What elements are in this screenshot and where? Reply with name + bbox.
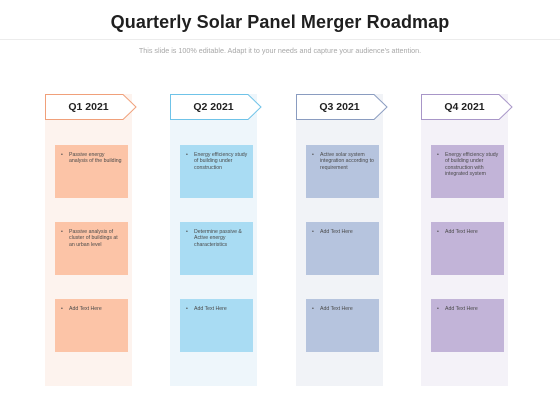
milestone-card: • Add Text Here <box>55 299 128 352</box>
milestone-item: • Add Text Here <box>61 306 123 312</box>
milestone-text: Passive energy analysis of the building <box>69 152 122 165</box>
milestone-card: • Passive energy analysis of the buildin… <box>55 145 128 198</box>
quarter-header-q1: Q1 2021 <box>45 94 137 120</box>
bullet-icon: • <box>312 229 314 235</box>
title-divider <box>0 39 560 40</box>
milestone-card: • Add Text Here <box>306 222 379 275</box>
quarter-column-q4: Q4 2021 • Energy efficiency study of bui… <box>421 94 513 386</box>
milestone-card: • Add Text Here <box>431 299 504 352</box>
milestone-text: Energy efficiency study of building unde… <box>445 152 499 177</box>
milestone-item: • Energy efficiency study of building un… <box>437 152 499 177</box>
milestone-item: • Add Text Here <box>437 306 499 312</box>
milestone-text: Determine passive & Active energy charac… <box>194 229 242 248</box>
milestone-item: • Add Text Here <box>437 229 499 235</box>
bullet-icon: • <box>437 306 439 312</box>
slide-title: Quarterly Solar Panel Merger Roadmap <box>110 12 450 32</box>
bullet-icon: • <box>61 229 63 235</box>
quarter-header-q3: Q3 2021 <box>296 94 388 120</box>
milestone-card: • Active solar system integration accord… <box>306 145 379 198</box>
arrow-banner-shape <box>45 94 137 120</box>
quarter-label: Q1 2021 <box>68 101 109 113</box>
milestone-item: • Add Text Here <box>312 306 374 312</box>
milestone-item: • Determine passive & Active energy char… <box>186 229 248 248</box>
quarter-column-q2: Q2 2021 • Energy efficiency study of bui… <box>170 94 262 386</box>
milestone-card: • Energy efficiency study of building un… <box>431 145 504 198</box>
bullet-icon: • <box>61 306 63 312</box>
milestone-item: • Passive energy analysis of the buildin… <box>61 152 123 165</box>
milestone-item: • Add Text Here <box>312 229 374 235</box>
quarter-label: Q4 2021 <box>444 101 485 113</box>
milestone-card: • Add Text Here <box>431 222 504 275</box>
bullet-icon: • <box>312 152 314 158</box>
bullet-icon: • <box>437 152 439 158</box>
quarter-header-q4: Q4 2021 <box>421 94 513 120</box>
milestone-text: Passive analysis of cluster of buildings… <box>69 229 118 248</box>
milestone-card: • Add Text Here <box>306 299 379 352</box>
bullet-icon: • <box>437 229 439 235</box>
bullet-icon: • <box>61 152 63 158</box>
milestone-item: • Passive analysis of cluster of buildin… <box>61 229 123 248</box>
milestone-card: • Determine passive & Active energy char… <box>180 222 253 275</box>
bullet-icon: • <box>186 306 188 312</box>
arrow-banner-shape <box>296 94 388 120</box>
quarter-column-q1: Q1 2021 • Passive energy analysis of the… <box>45 94 137 386</box>
milestone-item: • Energy efficiency study of building un… <box>186 152 248 171</box>
milestone-card: • Passive analysis of cluster of buildin… <box>55 222 128 275</box>
milestone-text: Add Text Here <box>320 306 353 312</box>
milestone-text: Active solar system integration accordin… <box>320 152 374 171</box>
slide-subtitle: This slide is 100% editable. Adapt it to… <box>138 46 422 55</box>
milestone-item: • Add Text Here <box>186 306 248 312</box>
bullet-icon: • <box>186 229 188 235</box>
milestone-text: Add Text Here <box>445 306 478 312</box>
quarter-label: Q2 2021 <box>193 101 234 113</box>
milestone-item: • Active solar system integration accord… <box>312 152 374 171</box>
milestone-card: • Add Text Here <box>180 299 253 352</box>
arrow-banner-shape <box>170 94 262 120</box>
milestone-text: Add Text Here <box>445 229 478 235</box>
bullet-icon: • <box>186 152 188 158</box>
arrow-banner-shape <box>421 94 513 120</box>
quarter-header-q2: Q2 2021 <box>170 94 262 120</box>
milestone-text: Add Text Here <box>320 229 353 235</box>
milestone-text: Add Text Here <box>194 306 227 312</box>
bullet-icon: • <box>312 306 314 312</box>
milestone-card: • Energy efficiency study of building un… <box>180 145 253 198</box>
quarter-label: Q3 2021 <box>319 101 360 113</box>
quarter-column-q3: Q3 2021 • Active solar system integratio… <box>296 94 388 386</box>
milestone-text: Energy efficiency study of building unde… <box>194 152 248 171</box>
milestone-text: Add Text Here <box>69 306 102 312</box>
